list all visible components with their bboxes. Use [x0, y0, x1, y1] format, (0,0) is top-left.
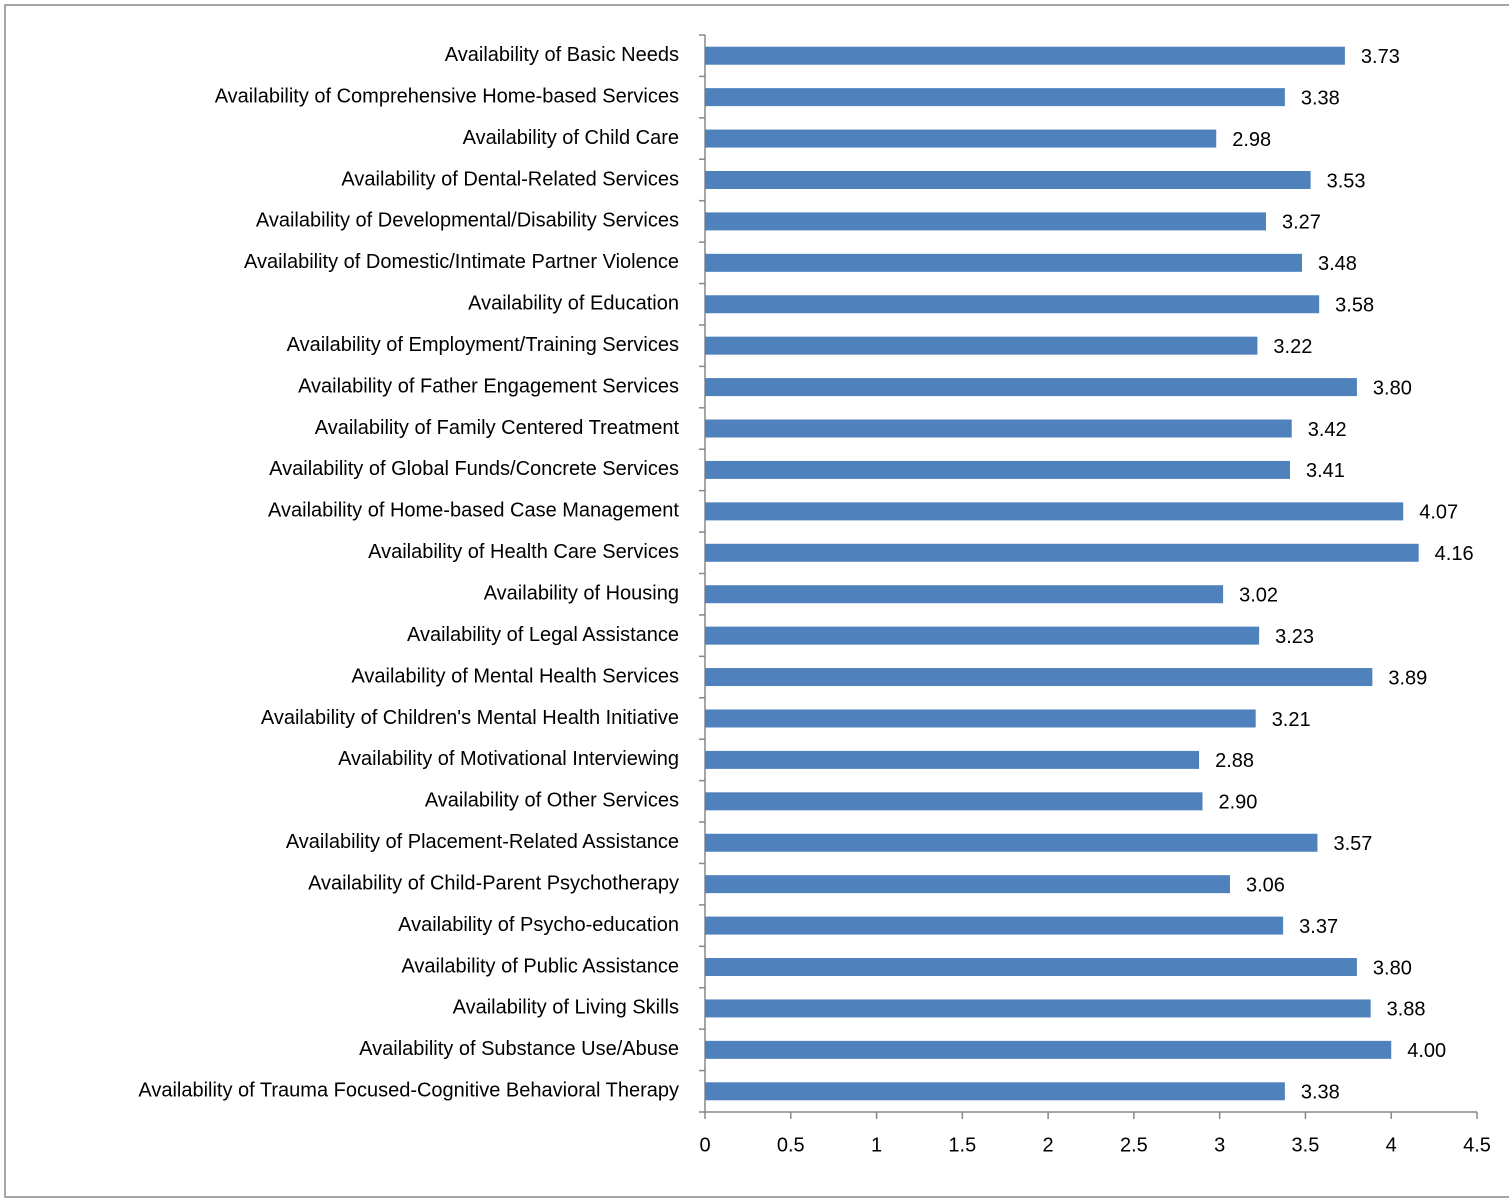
x-tick-label: 4.5	[1463, 1134, 1491, 1156]
bar	[705, 378, 1357, 397]
value-label: 3.22	[1273, 336, 1312, 358]
y-tick-label: Availability of Global Funds/Concrete Se…	[269, 458, 679, 480]
value-label: 3.37	[1299, 916, 1338, 938]
x-tick-label: 3	[1214, 1134, 1225, 1156]
bar	[705, 668, 1373, 687]
y-tick-label: Availability of Dental-Related Services	[341, 168, 679, 190]
value-label: 4.00	[1407, 1040, 1446, 1062]
y-tick-label: Availability of Child-Parent Psychothera…	[308, 872, 679, 894]
value-label: 3.23	[1275, 626, 1314, 648]
bar	[705, 916, 1284, 935]
x-tick-label: 0.5	[777, 1134, 805, 1156]
value-label: 3.21	[1272, 709, 1311, 731]
y-tick-label: Availability of Employment/Training Serv…	[287, 334, 679, 356]
value-label: 2.98	[1232, 129, 1271, 151]
y-tick-label: Availability of Basic Needs	[445, 44, 679, 66]
y-tick-label: Availability of Health Care Services	[368, 541, 679, 563]
value-label: 3.57	[1333, 833, 1372, 855]
bar	[705, 626, 1260, 645]
bar	[705, 253, 1303, 272]
value-label: 3.42	[1308, 419, 1347, 441]
bar	[705, 958, 1357, 977]
value-label: 3.02	[1239, 584, 1278, 606]
y-tick-label: Availability of Substance Use/Abuse	[359, 1038, 679, 1060]
y-tick-label: Availability of Education	[468, 293, 679, 315]
value-label: 3.27	[1282, 212, 1321, 234]
y-tick-label: Availability of Father Engagement Servic…	[298, 375, 679, 397]
value-label: 3.73	[1361, 46, 1400, 68]
y-tick-label: Availability of Other Services	[425, 790, 679, 812]
bar	[705, 129, 1217, 148]
value-label: 3.38	[1301, 87, 1340, 109]
bar	[705, 709, 1256, 728]
y-tick-label: Availability of Developmental/Disability…	[256, 210, 679, 232]
bar	[705, 999, 1371, 1018]
value-label: 4.07	[1419, 502, 1458, 524]
bar	[705, 88, 1285, 107]
bar	[705, 295, 1320, 314]
y-tick-label: Availability of Legal Assistance	[407, 624, 679, 646]
y-tick-label: Availability of Comprehensive Home-based…	[215, 85, 679, 107]
x-tick-label: 2.5	[1120, 1134, 1148, 1156]
bar	[705, 750, 1200, 769]
y-tick-label: Availability of Trauma Focused-Cognitive…	[138, 1080, 679, 1102]
y-tick-label: Availability of Child Care	[463, 127, 679, 149]
value-label: 3.06	[1246, 874, 1285, 896]
y-tick-label: Availability of Psycho-education	[398, 914, 679, 936]
value-label: 3.58	[1335, 295, 1374, 317]
bar	[705, 792, 1203, 811]
value-label: 2.90	[1219, 792, 1258, 814]
chart-frame	[4, 4, 1509, 1198]
bar	[705, 543, 1419, 562]
bar	[705, 460, 1291, 479]
value-label: 2.88	[1215, 750, 1254, 772]
y-tick-label: Availability of Motivational Interviewin…	[338, 748, 679, 770]
x-tick-label: 3.5	[1292, 1134, 1320, 1156]
y-tick-label: Availability of Living Skills	[453, 997, 679, 1019]
value-label: 3.89	[1388, 667, 1427, 689]
bar	[705, 502, 1404, 521]
value-label: 3.53	[1327, 170, 1366, 192]
y-tick-label: Availability of Placement-Related Assist…	[286, 831, 679, 853]
bar	[705, 585, 1224, 604]
value-label: 3.38	[1301, 1082, 1340, 1104]
value-label: 3.88	[1387, 999, 1426, 1021]
x-tick-label: 1	[871, 1134, 882, 1156]
bar	[705, 1082, 1285, 1101]
x-tick-label: 2	[1043, 1134, 1054, 1156]
y-tick-label: Availability of Family Centered Treatmen…	[315, 417, 680, 439]
bar	[705, 833, 1318, 852]
y-tick-label: Availability of Home-based Case Manageme…	[268, 500, 679, 522]
bar	[705, 336, 1258, 355]
bar	[705, 212, 1266, 231]
x-tick-label: 1.5	[948, 1134, 976, 1156]
bar	[705, 170, 1311, 189]
value-label: 3.80	[1373, 377, 1412, 399]
x-tick-label: 4	[1386, 1134, 1397, 1156]
value-label: 3.80	[1373, 957, 1412, 979]
value-label: 3.41	[1306, 460, 1345, 482]
y-tick-label: Availability of Housing	[484, 582, 679, 604]
value-label: 3.48	[1318, 253, 1357, 275]
y-tick-label: Availability of Domestic/Intimate Partne…	[244, 251, 679, 273]
y-tick-label: Availability of Public Assistance	[401, 955, 679, 977]
bar	[705, 46, 1345, 65]
bar	[705, 419, 1292, 438]
y-tick-label: Availability of Mental Health Services	[351, 665, 679, 687]
bar	[705, 1040, 1392, 1059]
bar	[705, 875, 1230, 894]
y-tick-label: Availability of Children's Mental Health…	[261, 707, 679, 729]
value-label: 4.16	[1435, 543, 1474, 565]
x-tick-label: 0	[699, 1134, 710, 1156]
